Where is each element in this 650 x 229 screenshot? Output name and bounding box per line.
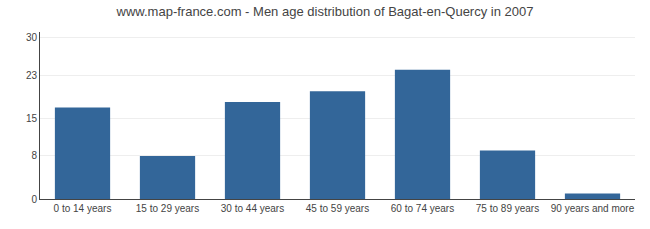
svg-text:8: 8 — [31, 150, 37, 161]
svg-text:0 to 14 years: 0 to 14 years — [54, 203, 112, 214]
svg-text:15 to 29 years: 15 to 29 years — [136, 203, 199, 214]
svg-text:30 to 44 years: 30 to 44 years — [221, 203, 284, 214]
svg-text:60 to 74 years: 60 to 74 years — [391, 203, 454, 214]
svg-text:45 to 59 years: 45 to 59 years — [306, 203, 369, 214]
svg-text:75 to 89 years: 75 to 89 years — [476, 203, 539, 214]
svg-text:23: 23 — [26, 70, 38, 81]
svg-text:90 years and more: 90 years and more — [551, 203, 635, 214]
svg-text:0: 0 — [31, 194, 37, 205]
svg-text:www.map-france.com - Men age d: www.map-france.com - Men age distributio… — [116, 4, 534, 19]
svg-text:30: 30 — [26, 32, 38, 43]
svg-text:15: 15 — [26, 113, 38, 124]
